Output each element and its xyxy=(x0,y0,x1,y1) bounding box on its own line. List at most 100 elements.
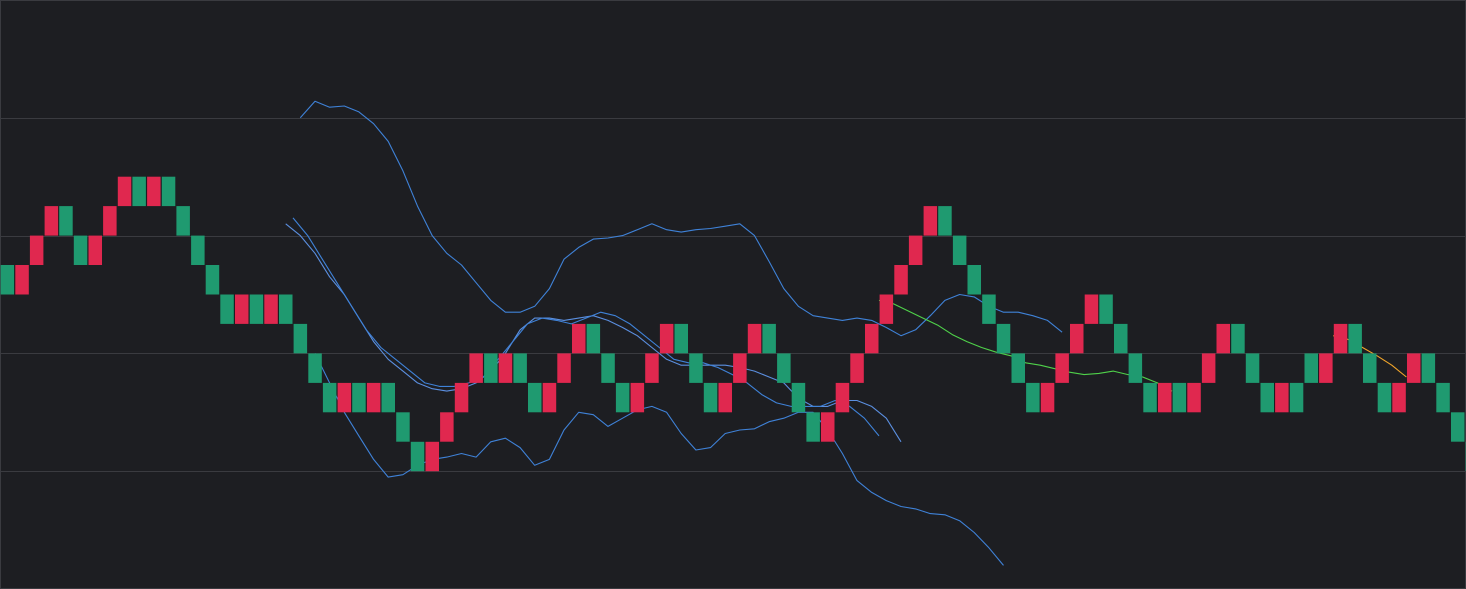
renko-brick-down xyxy=(1275,382,1289,413)
renko-brick-up xyxy=(191,235,205,265)
renko-brick-down xyxy=(366,382,381,413)
renko-brick-down xyxy=(1333,323,1348,354)
renko-brick-up xyxy=(205,265,220,295)
renko-brick-up xyxy=(308,353,322,383)
renko-brick-down xyxy=(44,206,59,236)
renko-brick-down xyxy=(469,353,483,383)
renko-brick-up xyxy=(1026,382,1040,413)
renko-brick-down xyxy=(557,353,571,383)
renko-brick-down xyxy=(894,265,908,295)
renko-brick-up xyxy=(381,382,395,413)
renko-brick-up xyxy=(0,265,15,295)
renko-brick-down xyxy=(1187,382,1201,413)
renko-brick-up xyxy=(1421,353,1436,383)
renko-brick-up xyxy=(1436,382,1450,413)
renko-brick-down xyxy=(15,265,29,295)
renko-brick-down xyxy=(908,235,923,265)
renko-brick-down xyxy=(1055,353,1069,383)
renko-brick-up xyxy=(996,323,1011,354)
renko-brick-down xyxy=(1158,382,1172,413)
renko-brick-up xyxy=(938,206,952,236)
renko-brick-up xyxy=(132,176,146,207)
renko-brick-up xyxy=(410,441,425,472)
renko-brick-up xyxy=(322,382,337,413)
renko-brick-up xyxy=(1231,323,1245,354)
renko-brick-up xyxy=(1348,323,1362,354)
renko-brick-down xyxy=(1392,382,1406,413)
renko-brick-down xyxy=(1319,353,1333,383)
renko-brick-down xyxy=(630,382,645,413)
renko-brick-down xyxy=(718,382,732,413)
renko-brick-up xyxy=(396,412,410,442)
ma-green-line xyxy=(878,299,1173,392)
renko-brick-down xyxy=(117,176,132,207)
renko-brick-up xyxy=(689,353,703,383)
renko-brick-down xyxy=(29,235,44,265)
renko-brick-down xyxy=(850,353,864,383)
renko-brick-up xyxy=(73,235,88,265)
renko-brick-up xyxy=(1128,353,1143,383)
renko-brick-up xyxy=(1011,353,1025,383)
renko-brick-up xyxy=(484,353,498,383)
renko-brick-down xyxy=(264,294,278,324)
renko-brick-down xyxy=(572,323,586,354)
renko-brick-up xyxy=(293,323,308,354)
renko-brick-down xyxy=(498,353,513,383)
renko-brick-down xyxy=(454,382,469,413)
renko-brick-up xyxy=(674,323,688,354)
renko-brick-up xyxy=(1289,382,1304,413)
upper-band-line xyxy=(299,100,1063,337)
renko-brick-down xyxy=(147,176,161,207)
renko-brick-up xyxy=(703,382,718,413)
renko-bricks xyxy=(0,176,1466,472)
renko-brick-up xyxy=(586,323,601,354)
renko-brick-down xyxy=(879,294,894,324)
renko-brick-down xyxy=(88,235,102,265)
renko-brick-up xyxy=(791,382,806,413)
renko-brick-up xyxy=(1114,323,1128,354)
renko-brick-up xyxy=(982,294,996,324)
renko-brick-up xyxy=(806,412,820,442)
renko-brick-down xyxy=(425,441,439,472)
renko-brick-up xyxy=(161,176,176,207)
renko-brick-up xyxy=(1245,353,1260,383)
renko-brick-up xyxy=(1451,412,1465,442)
renko-brick-down xyxy=(835,382,850,413)
renko-brick-up xyxy=(1260,382,1274,413)
renko-brick-down xyxy=(1216,323,1230,354)
renko-brick-down xyxy=(1201,353,1216,383)
renko-brick-down xyxy=(865,323,879,354)
renko-brick-down xyxy=(821,412,835,442)
renko-brick-down xyxy=(923,206,938,236)
renko-brick-up xyxy=(352,382,366,413)
renko-brick-up xyxy=(777,353,791,383)
renko-brick-down xyxy=(645,353,659,383)
renko-brick-down xyxy=(1407,353,1421,383)
renko-brick-up xyxy=(601,353,615,383)
renko-brick-up xyxy=(1099,294,1113,324)
renko-brick-down xyxy=(542,382,557,413)
renko-brick-down xyxy=(337,382,352,413)
renko-brick-up xyxy=(1363,353,1377,383)
renko-brick-down xyxy=(235,294,249,324)
renko-brick-down xyxy=(1084,294,1099,324)
renko-brick-down xyxy=(103,206,117,236)
renko-brick-up xyxy=(220,294,234,324)
renko-brick-up xyxy=(513,353,527,383)
renko-brick-down xyxy=(733,353,747,383)
renko-brick-up xyxy=(279,294,293,324)
renko-brick-down xyxy=(1070,323,1084,354)
renko-brick-up xyxy=(1377,382,1392,413)
renko-brick-up xyxy=(1172,382,1187,413)
renko-brick-up xyxy=(1143,382,1157,413)
renko-brick-down xyxy=(659,323,674,354)
renko-brick-up xyxy=(762,323,776,354)
renko-brick-down xyxy=(1040,382,1055,413)
renko-brick-down xyxy=(747,323,762,354)
renko-brick-up xyxy=(528,382,542,413)
ema-line xyxy=(292,217,880,437)
